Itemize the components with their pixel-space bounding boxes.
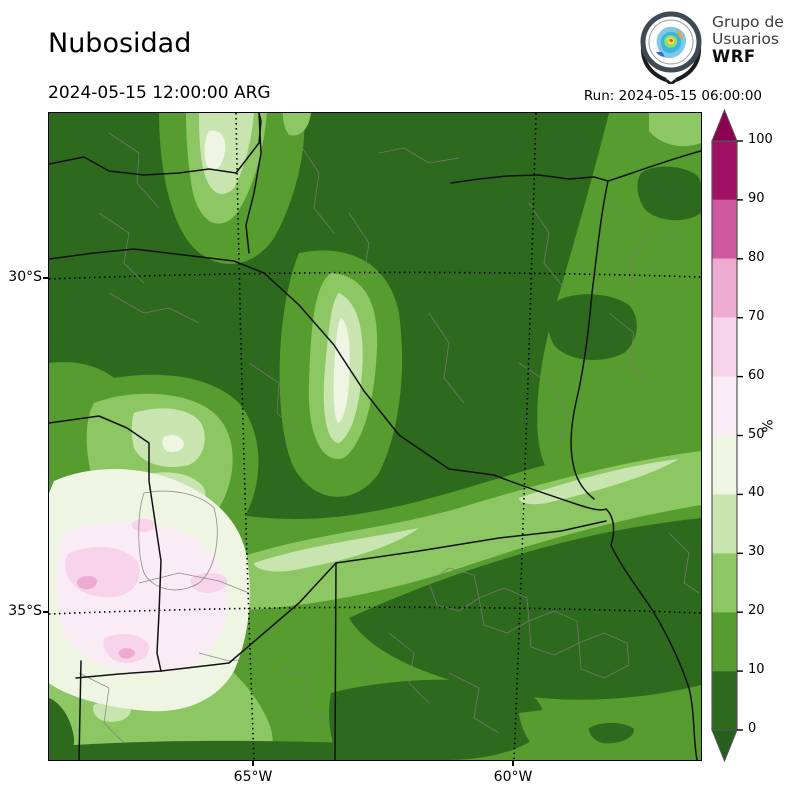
logo-text: Grupo de Usuarios WRF [712,8,784,66]
province-borders [49,113,701,760]
cbar-label-20: 20 [748,603,765,618]
gridline-35s [49,606,701,615]
cbar-label-70: 70 [748,309,765,324]
colorbar [711,108,743,763]
cbar-label-60: 60 [748,368,765,383]
department-borders [78,132,700,744]
xtick-60w [512,761,514,766]
colorbar-ticks [737,140,743,731]
logo-line-2: Usuarios [712,30,779,49]
cloud-cover-field [49,113,701,760]
cbar-label-80: 80 [748,250,765,265]
lat-label-35s: 35°S [8,603,42,619]
page-title: Nubosidad [48,28,192,59]
cloud-cover-map [48,112,702,761]
colorbar-unit-label: % [760,419,777,433]
cbar-label-10: 10 [748,662,765,677]
cbar-label-90: 90 [748,191,765,206]
cbar-label-30: 30 [748,544,765,559]
cloud-fill-regions [49,113,701,760]
model-run-label: Run: 2024-05-15 06:00:00 [583,88,762,104]
lon-label-60w: 60°W [493,769,533,785]
wrf-users-group-logo: Grupo de Usuarios WRF [636,8,784,84]
latlon-gridlines [49,113,701,760]
ytick-35s [43,611,48,613]
cbar-label-0: 0 [748,721,757,736]
logo-line-3: WRF [712,47,756,67]
cbar-label-40: 40 [748,485,765,500]
valid-time-label: 2024-05-15 12:00:00 ARG [48,83,271,103]
cbar-label-50: 50 [748,427,765,442]
gridline-30s [49,271,701,280]
logo-line-1: Grupo de [712,13,784,31]
xtick-65w [252,761,254,766]
ytick-30s [43,277,48,279]
lon-label-65w: 65°W [233,769,273,785]
lat-label-30s: 30°S [8,269,42,285]
cbar-label-100: 100 [748,132,773,147]
logo-seal-icon [640,11,702,84]
